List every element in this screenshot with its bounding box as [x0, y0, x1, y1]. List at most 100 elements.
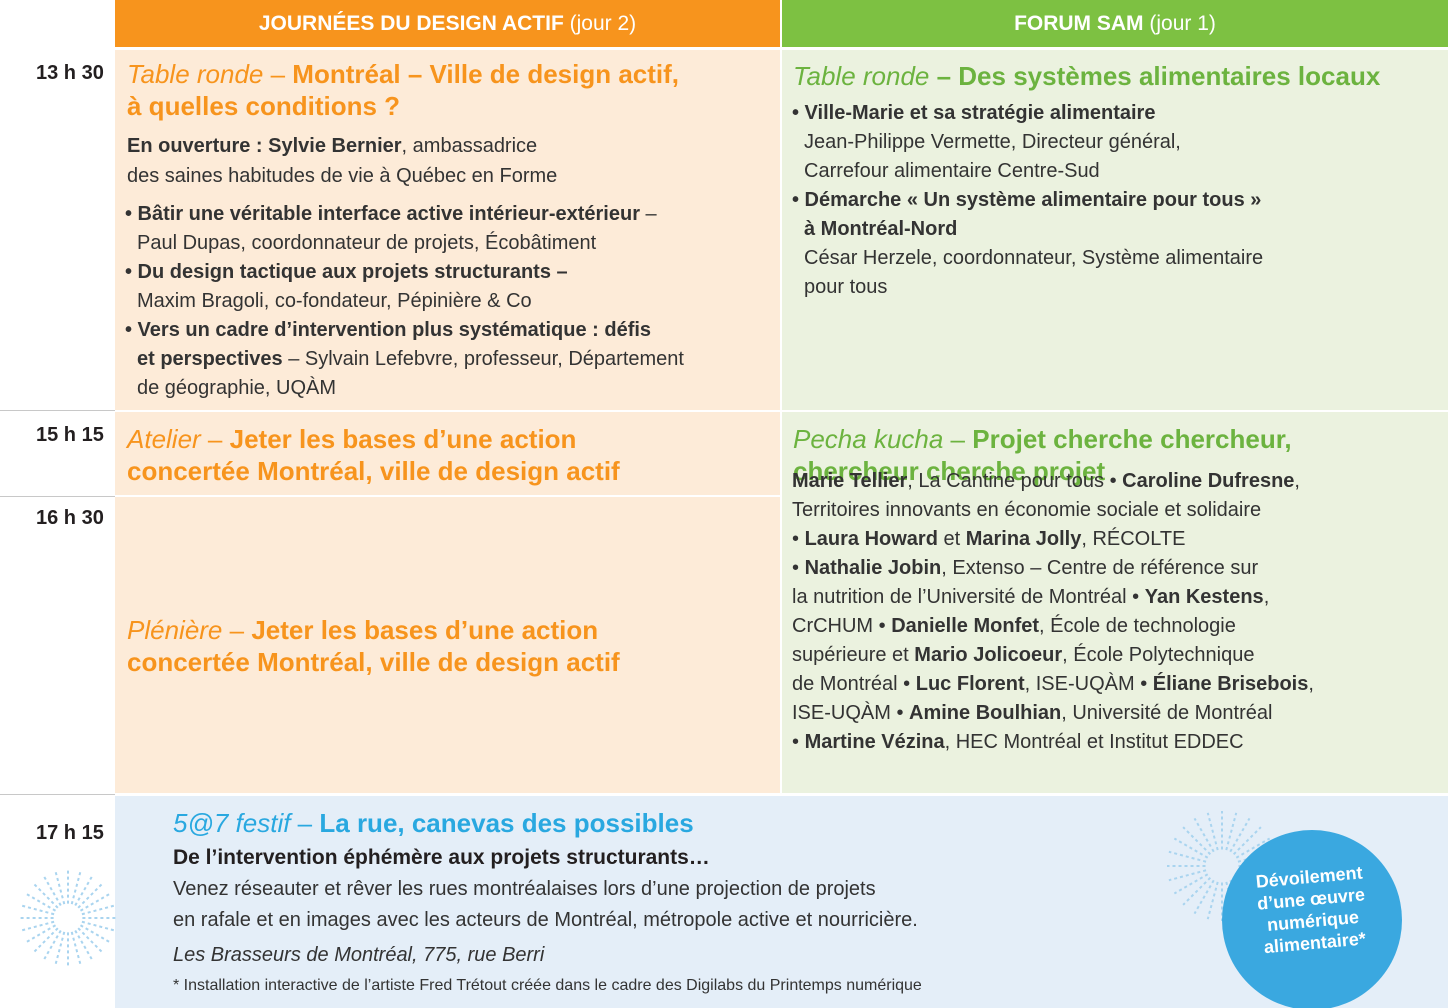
list-item: • Ville-Marie et sa stratégie alimentair… [792, 99, 1263, 186]
header-right: FORUM SAM (jour 1) [782, 0, 1448, 47]
text-run: En ouverture : Sylvie Bernier [127, 135, 402, 157]
text-run: , Université de Montréal • [792, 702, 1273, 753]
text-run: , ISE-UQÀM • [792, 673, 1314, 724]
text-run: • Du design tactique aux projets structu… [125, 261, 568, 283]
firework-ray [1232, 826, 1262, 856]
text-run: , École de technologie supérieure et [792, 615, 1236, 666]
list-item: • Bâtir une véritable interface active i… [125, 200, 684, 258]
list-item: • Du design tactique aux projets structu… [125, 258, 684, 316]
text-run: , Territoires innovants en économie soci… [792, 470, 1300, 550]
text-run: Laura Howard [804, 528, 938, 550]
time: 15 h 15 [36, 424, 104, 446]
text-run: , RÉCOLTE • [792, 528, 1186, 579]
text-run: Éliane Brisebois [1152, 673, 1309, 695]
text-run: Montréal – Ville de design actif, à quel… [127, 59, 680, 121]
firework-ray [1193, 817, 1215, 853]
panel [115, 412, 780, 495]
badge-text: Dévoilement d’une œuvre numérique alimen… [1254, 862, 1367, 958]
text-run: – [263, 59, 293, 89]
firework-ray [33, 883, 59, 909]
time: 16 h 30 [36, 507, 104, 529]
text-run: , Extenso – Centre de référence sur la n… [792, 557, 1259, 608]
session-intro: En ouverture : Sylvie Bernier, ambassadr… [127, 131, 557, 191]
firework-ray [1168, 869, 1207, 882]
text-run: Projet cherche chercheur, chercheur cher… [793, 424, 1292, 486]
panel [782, 50, 1448, 410]
time: 17 h 15 [36, 822, 104, 844]
text-run: Amine Boulhian [909, 702, 1062, 724]
text-run: – Sylvain Lefebvre, professeur, Départem… [137, 348, 684, 399]
text-run: Nathalie Jobin [804, 557, 942, 579]
text-run: , ambassadrice des saines habitudes de v… [127, 135, 558, 187]
text-run: et [937, 528, 966, 550]
text-run: Pecha kucha [793, 424, 944, 454]
text-run: • Vers un cadre d’intervention plus syst… [125, 319, 652, 370]
session-title: Atelier – Jeter les bases d’une action c… [127, 423, 620, 487]
session-items: • Bâtir une véritable interface active i… [125, 200, 684, 403]
firework-ray [1182, 876, 1212, 906]
firework-ray [1225, 812, 1238, 851]
text-run: Table ronde [793, 61, 930, 91]
firework-ray [1168, 850, 1207, 863]
evening-subtitle: De l’intervention éphémère aux projets s… [173, 846, 710, 869]
firework-ray [1235, 837, 1271, 859]
text-run: Jeter les bases d’une action concertée M… [127, 424, 620, 486]
row-separator [0, 410, 115, 411]
firework-ray [77, 883, 103, 909]
text-run: – [290, 808, 320, 838]
header-left: JOURNÉES DU DESIGN ACTIF (jour 2) [115, 0, 780, 47]
text-run: , École Polytechnique de Montréal • [792, 644, 1255, 695]
text-run: La rue, canevas des possibles [319, 808, 694, 838]
text-run: Luc Florent [915, 673, 1025, 695]
text-run: JOURNÉES DU DESIGN ACTIF [258, 12, 564, 35]
session-title: Plénière – Jeter les bases d’une action … [127, 614, 620, 678]
session-title: Table ronde – Des systèmes alimentaires … [793, 60, 1380, 92]
list-item: • Démarche « Un système alimentaire pour… [792, 186, 1263, 302]
panel [782, 412, 1448, 793]
speakers: Marie Tellier, La Cantine pour tous • Ca… [792, 467, 1314, 757]
time: 13 h 30 [36, 62, 104, 84]
text-run: Jean-Philippe Vermette, Directeur généra… [804, 131, 1181, 182]
panel [115, 497, 780, 793]
text-run: Yan Kestens [1144, 586, 1264, 608]
session-title: Table ronde – Montréal – Ville de design… [127, 58, 679, 122]
text-run: Marie Tellier [792, 470, 908, 492]
text-run: Caroline Dufresne [1122, 470, 1295, 492]
firework-ray [1173, 873, 1209, 895]
text-run: Maxim Bragoli, co-fondateur, Pépinière &… [137, 290, 532, 312]
badge-circle [1222, 830, 1402, 1008]
firework-ray [1173, 837, 1209, 859]
text-run: – Des systèmes alimentaires locaux [929, 61, 1381, 91]
text-run: – Paul Dupas, coordonnateur de projets, … [137, 203, 657, 254]
firework-ray [1193, 879, 1215, 915]
evening-place: Les Brasseurs de Montréal, 775, rue Berr… [173, 944, 545, 966]
list-item: • Vers un cadre d’intervention plus syst… [125, 316, 684, 403]
footnote: * Installation interactive de l’artiste … [173, 977, 922, 994]
text-run: 5@7 festif [173, 808, 291, 838]
text-run: – [943, 424, 973, 454]
text-run: • Ville-Marie et sa stratégie alimentair… [792, 102, 1156, 124]
session-title: Pecha kucha – Projet cherche chercheur, … [793, 423, 1292, 487]
firework-ray [77, 927, 103, 953]
text-run: Marina Jolly [965, 528, 1082, 550]
text-run: , CrCHUM • [792, 586, 1270, 637]
text-run: Danielle Monfet [891, 615, 1040, 637]
firework-ray [1182, 826, 1212, 856]
text-run: Jeter les bases d’une action concertée M… [127, 615, 620, 677]
firework-ray [1206, 881, 1219, 920]
evening-title: 5@7 festif – La rue, canevas des possibl… [173, 807, 694, 839]
text-run: , ISE-UQÀM • [1024, 673, 1153, 695]
text-run: FORUM SAM [1014, 12, 1144, 35]
row-separator [0, 794, 115, 795]
firework-ray [1206, 812, 1219, 851]
panel [115, 50, 780, 410]
text-run: César Herzele, coordonnateur, Système al… [804, 247, 1264, 298]
text-run: • Bâtir une véritable interface active i… [125, 203, 640, 225]
text-run: – [200, 424, 230, 454]
text-run: • Démarche « Un système alimentaire pour… [792, 189, 1262, 240]
text-run: Mario Jolicoeur [914, 644, 1063, 666]
text-run: Martine Vézina [804, 731, 945, 753]
